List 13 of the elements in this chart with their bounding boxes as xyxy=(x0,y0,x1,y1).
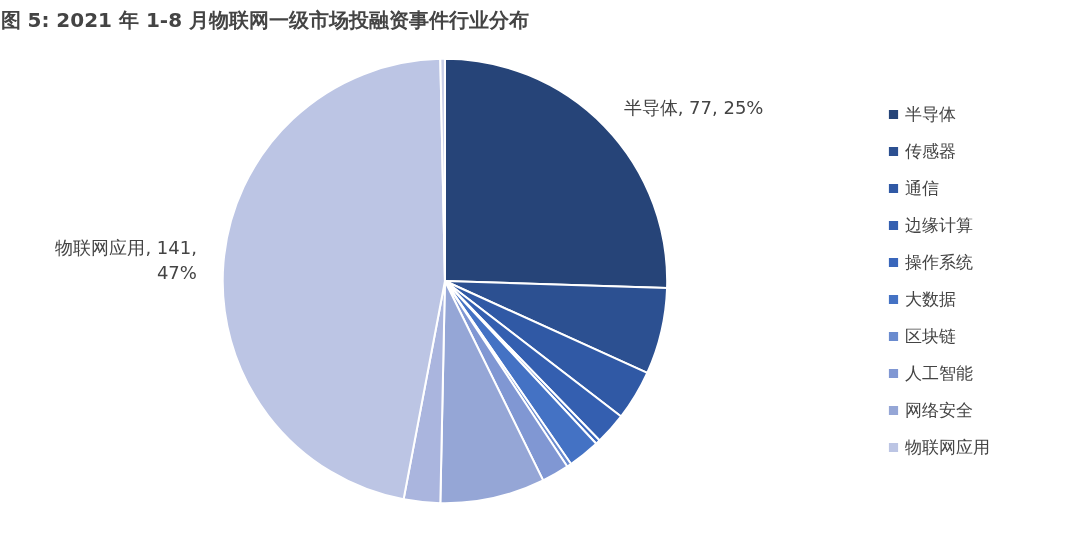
legend-label: 传感器 xyxy=(905,139,956,163)
legend-label: 边缘计算 xyxy=(905,213,973,237)
legend-label: 通信 xyxy=(905,176,939,200)
legend-label: 操作系统 xyxy=(905,250,973,274)
data-label: 半导体, 77, 25% xyxy=(623,97,764,119)
legend-label: 人工智能 xyxy=(905,361,973,385)
legend-label: 区块链 xyxy=(905,324,956,348)
legend-label: 物联网应用 xyxy=(905,435,990,459)
legend-label: 网络安全 xyxy=(905,398,973,422)
legend-label: 半导体 xyxy=(905,102,956,126)
data-label: 物联网应用, 141, 47% xyxy=(55,237,197,284)
chart-title: 图 5: 2021 年 1-8 月物联网一级市场投融资事件行业分布 xyxy=(0,7,530,32)
legend-label: 大数据 xyxy=(905,287,956,311)
